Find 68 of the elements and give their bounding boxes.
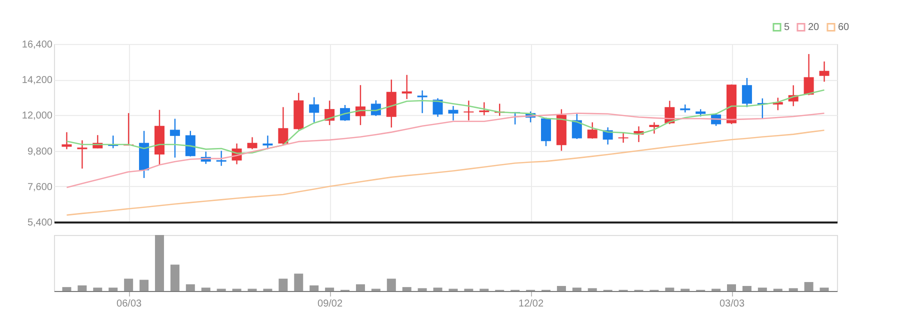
legend-label: 20 (808, 22, 820, 34)
bar (665, 288, 674, 291)
bar (124, 278, 134, 291)
bar (727, 284, 736, 291)
x-tick-label: 03/03 (719, 298, 745, 310)
bar (433, 288, 442, 291)
candlestick (262, 134, 273, 150)
bar (201, 288, 210, 291)
bar (170, 264, 180, 291)
candlestick (278, 106, 288, 146)
candlestick (742, 77, 752, 108)
candlestick (170, 118, 180, 158)
y-tick-label: 12,000 (22, 110, 53, 122)
bar (402, 287, 412, 291)
x-tick-label: 06/03 (116, 298, 142, 310)
candlestick (819, 60, 830, 82)
bar (788, 288, 798, 291)
bar (418, 288, 427, 291)
y-tick-label: 16,400 (22, 40, 53, 50)
bar (62, 287, 72, 291)
candlestick (464, 100, 474, 121)
y-tick-label: 14,200 (22, 75, 53, 86)
bar (325, 288, 334, 291)
candlestick (587, 122, 598, 140)
candlestick (479, 102, 490, 116)
candlestick (448, 105, 458, 121)
bar (108, 288, 118, 291)
candlestick (185, 130, 196, 158)
y-tick-label: 9,800 (27, 146, 53, 158)
bar (742, 286, 752, 291)
candlestick (340, 104, 350, 122)
bar (154, 235, 164, 291)
candlestick (247, 136, 258, 150)
bar (556, 286, 566, 291)
x-tick-label: 12/02 (518, 298, 544, 310)
y-tick-label: 5,400 (27, 218, 53, 228)
candlestick (540, 117, 551, 147)
bar (78, 285, 87, 291)
bar (278, 278, 288, 291)
bar (758, 288, 767, 291)
legend-label: 60 (838, 22, 850, 34)
candlestick (417, 90, 428, 114)
line-series (66, 130, 825, 216)
candlestick (572, 113, 582, 140)
bar (572, 288, 582, 291)
candlestick (649, 122, 660, 134)
bar (820, 288, 829, 291)
candlestick (432, 98, 443, 118)
candlestick (402, 74, 412, 100)
bar (140, 280, 149, 291)
bar (386, 278, 396, 291)
candlestick (62, 132, 72, 150)
bar (186, 284, 195, 291)
candlestick (370, 100, 381, 117)
bar (310, 285, 319, 291)
legend-label: 5 (784, 22, 790, 34)
x-tick-label: 09/02 (318, 298, 343, 310)
bar (93, 288, 102, 291)
bar (294, 274, 304, 291)
bar (356, 284, 365, 291)
candlestick (216, 150, 226, 166)
candlestick (618, 131, 628, 144)
candlestick (309, 96, 320, 123)
candlestick (804, 53, 814, 96)
bar (588, 288, 597, 291)
candlestick (77, 140, 88, 170)
y-tick-label: 7,600 (27, 182, 53, 193)
bar (804, 282, 814, 291)
